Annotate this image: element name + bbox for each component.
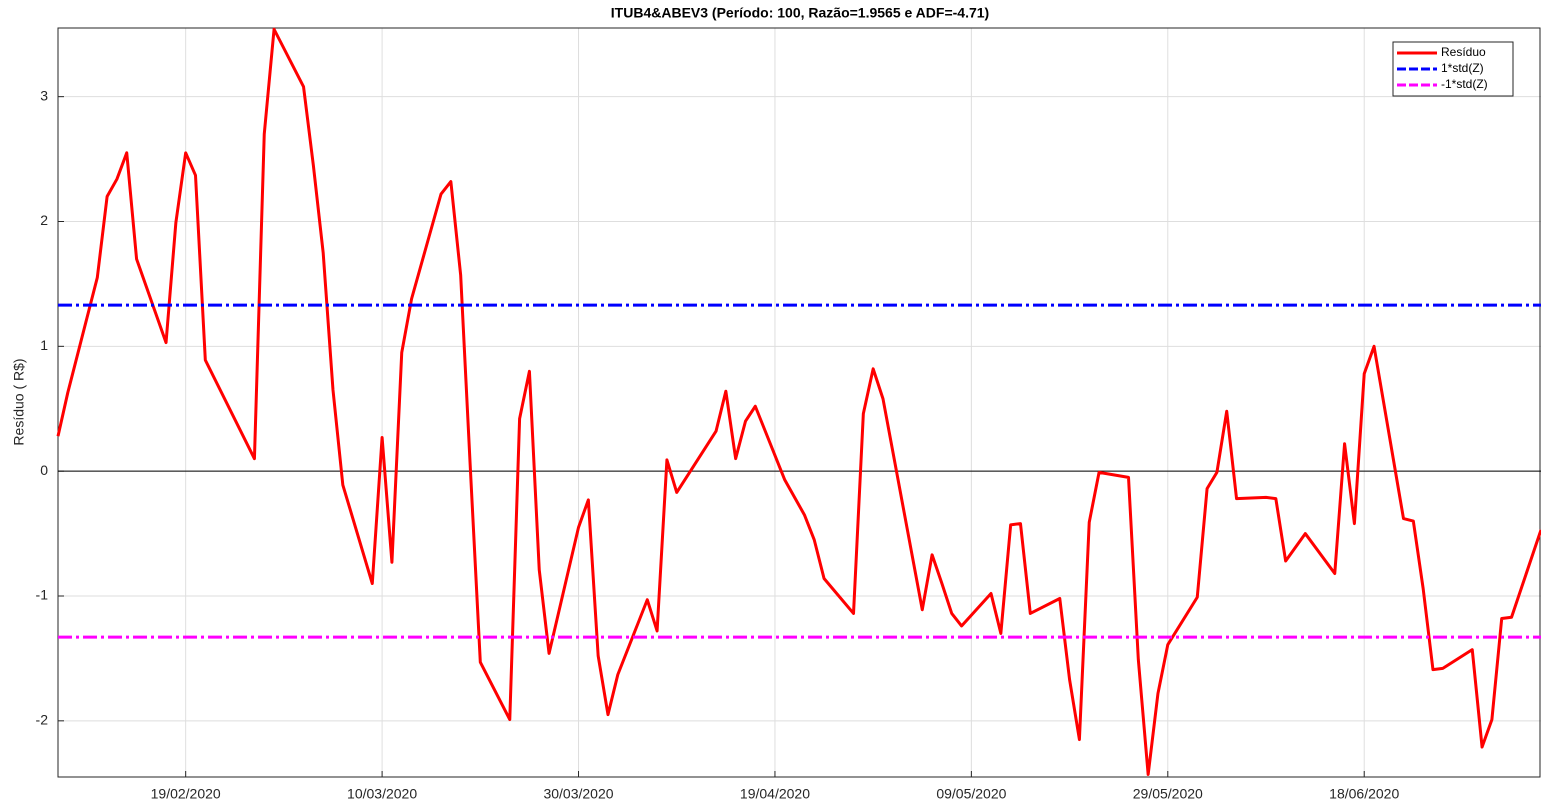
x-tick-label: 19/02/2020 xyxy=(151,786,221,802)
residual-line xyxy=(56,27,1541,777)
y-tick-label: 1 xyxy=(40,337,48,353)
legend-label: 1*std(Z) xyxy=(1441,61,1484,75)
chart-title: ITUB4&ABEV3 (Período: 100, Razão=1.9565 … xyxy=(611,5,989,21)
x-tick-label: 30/03/2020 xyxy=(543,786,613,802)
y-tick-label: -1 xyxy=(36,587,49,603)
x-tick-label: 19/04/2020 xyxy=(740,786,810,802)
x-tick-label: 29/05/2020 xyxy=(1133,786,1203,802)
legend: Resíduo 1*std(Z) -1*std(Z) xyxy=(1392,41,1514,97)
y-tick-label: 2 xyxy=(40,212,48,228)
x-tick-label: 18/06/2020 xyxy=(1329,786,1399,802)
y-tick-label: 3 xyxy=(40,87,48,103)
legend-label: -1*std(Z) xyxy=(1441,77,1488,91)
y-tick-label: 0 xyxy=(40,462,48,478)
y-tick-label: -2 xyxy=(36,712,49,728)
x-tick-label: 10/03/2020 xyxy=(347,786,417,802)
legend-label: Resíduo xyxy=(1441,45,1486,59)
x-tick-label: 09/05/2020 xyxy=(936,786,1006,802)
plot-frame xyxy=(57,27,1541,778)
y-axis-label: Resíduo ( R$) xyxy=(11,358,27,445)
